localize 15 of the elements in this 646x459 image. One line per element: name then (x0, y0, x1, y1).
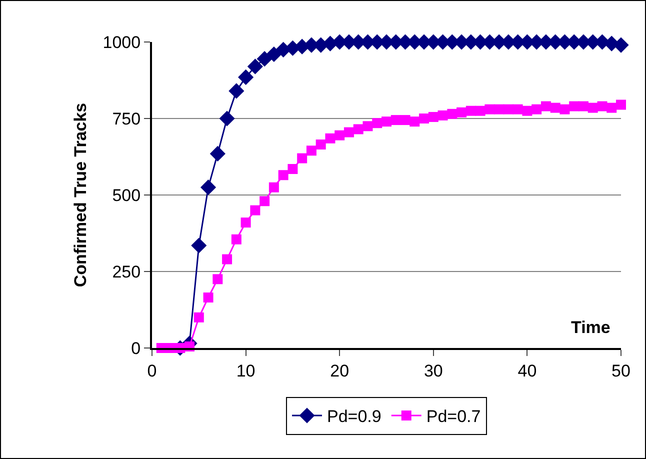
y-tick-label: 500 (112, 186, 141, 205)
x-tick-label: 40 (518, 361, 537, 380)
y-tick-label: 0 (131, 338, 141, 358)
legend-label: Pd=0.7 (426, 407, 481, 426)
x-tick-label: 30 (424, 361, 443, 380)
y-tick-label: 750 (112, 109, 141, 128)
x-tick-label: 50 (612, 361, 630, 380)
x-tick-label: 10 (236, 361, 256, 380)
x-axis-title: Time (571, 318, 610, 337)
y-axis-title: Confirmed True Tracks (70, 102, 90, 288)
y-tick-label: 1000 (102, 32, 141, 52)
x-tick-label: 0 (147, 361, 157, 380)
legend-label: Pd=0.9 (327, 407, 382, 426)
y-tick-label: 250 (112, 262, 141, 282)
x-tick-label: 20 (330, 361, 350, 380)
